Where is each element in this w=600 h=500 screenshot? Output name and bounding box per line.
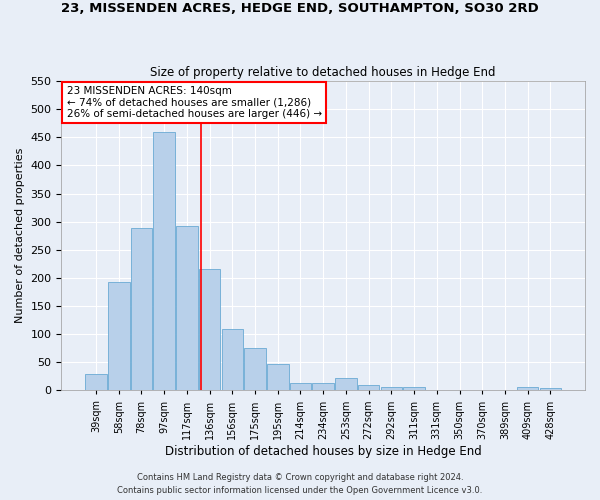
X-axis label: Distribution of detached houses by size in Hedge End: Distribution of detached houses by size … [165,444,482,458]
Bar [267,364,289,390]
Bar [380,387,402,390]
Y-axis label: Number of detached properties: Number of detached properties [15,148,25,324]
Bar [199,270,220,390]
Bar [108,282,130,391]
Bar [358,385,379,390]
Bar [131,228,152,390]
Bar [221,328,243,390]
Bar [335,378,357,390]
Text: Contains HM Land Registry data © Crown copyright and database right 2024.
Contai: Contains HM Land Registry data © Crown c… [118,474,482,495]
Title: Size of property relative to detached houses in Hedge End: Size of property relative to detached ho… [151,66,496,78]
Text: 23 MISSENDEN ACRES: 140sqm
← 74% of detached houses are smaller (1,286)
26% of s: 23 MISSENDEN ACRES: 140sqm ← 74% of deta… [67,86,322,119]
Bar [403,387,425,390]
Bar [85,374,107,390]
Bar [154,132,175,390]
Bar [313,383,334,390]
Text: 23, MISSENDEN ACRES, HEDGE END, SOUTHAMPTON, SO30 2RD: 23, MISSENDEN ACRES, HEDGE END, SOUTHAMP… [61,2,539,16]
Bar [539,388,561,390]
Bar [517,387,538,390]
Bar [290,383,311,390]
Bar [244,348,266,391]
Bar [176,226,197,390]
